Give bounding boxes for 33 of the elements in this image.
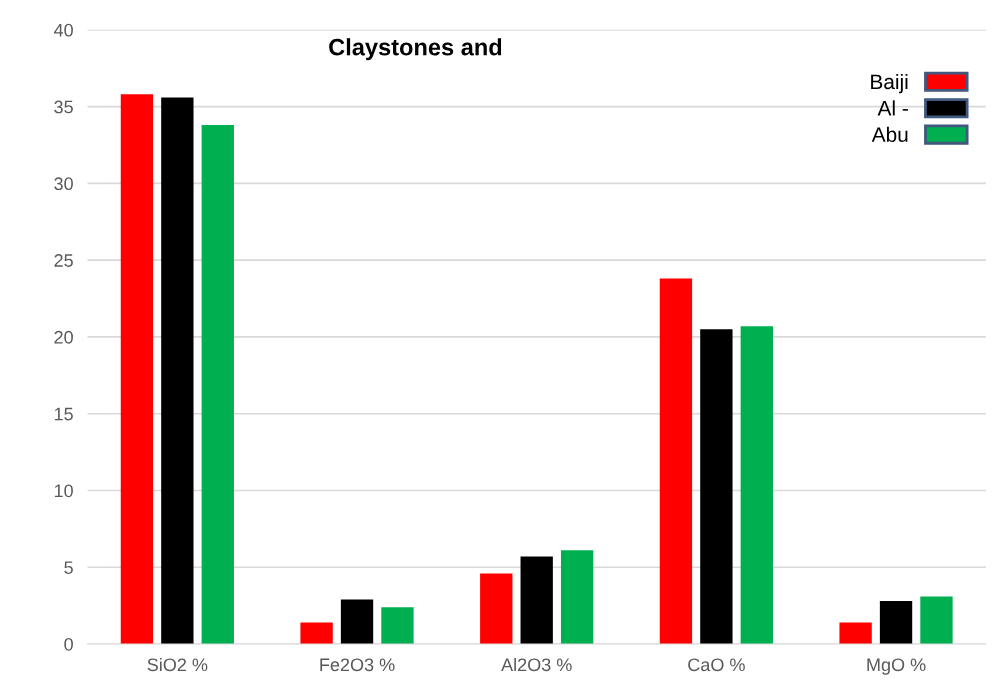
y-tick-label: 0 [64,637,73,651]
y-tick-label: 15 [54,407,73,421]
x-tick-label: Al2O3 % [501,657,572,672]
chart-title: Claystones and [329,38,502,61]
y-tick-label: 25 [54,254,73,267]
bar [381,607,414,645]
x-tick-label: SiO2 % [147,657,208,672]
legend-label: Baiji [871,73,908,94]
y-tick-label: 10 [54,484,73,498]
bar [480,573,513,645]
bar [120,94,154,645]
bar [659,278,693,645]
bar [700,329,733,645]
bar [879,601,913,645]
bar [161,97,194,645]
bar [300,622,333,645]
y-tick-label: 40 [53,23,73,37]
y-tick-label: 5 [64,561,73,574]
bar [201,125,234,645]
bar [920,596,953,645]
x-tick-label: MgO % [867,658,926,675]
y-tick-label: 30 [54,177,73,191]
y-tick-label: 20 [54,330,73,344]
bar [839,622,872,645]
legend-label: Abu [871,126,908,143]
x-tick-label: CaO % [688,658,745,672]
legend-label: Al - [877,100,908,116]
bar [740,326,773,645]
y-tick-label: 35 [54,100,73,114]
bar [340,599,374,645]
bar [560,550,594,645]
x-tick-label: Fe2O3 % [320,658,395,672]
bar [520,556,553,645]
